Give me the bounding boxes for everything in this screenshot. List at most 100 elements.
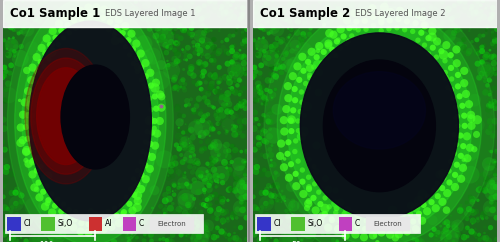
Point (489, 134, 497, 138)
Point (278, 71, 285, 75)
Point (260, 49, 268, 53)
Ellipse shape (14, 0, 166, 242)
Point (414, 6, 422, 10)
Point (19, 0, 27, 3)
Point (125, 7, 133, 11)
Point (224, 198, 232, 202)
Point (171, 21, 179, 25)
Point (178, 118, 186, 122)
Point (200, 191, 208, 195)
Point (186, 36, 194, 39)
Point (438, 236, 446, 240)
Point (468, 200, 476, 204)
Point (458, 9, 466, 13)
Point (198, 35, 206, 39)
Point (175, 126, 183, 130)
Point (389, 216, 397, 219)
Point (486, 91, 494, 95)
Point (110, 240, 118, 242)
Point (38, 176, 46, 180)
Point (272, 75, 280, 78)
Point (37, 165, 45, 168)
Point (289, 74, 297, 78)
Point (272, 87, 280, 91)
Point (275, 26, 283, 30)
Point (492, 103, 500, 106)
Point (479, 62, 487, 66)
Point (66, 14, 74, 18)
Point (488, 55, 496, 59)
Point (164, 215, 172, 219)
Point (294, 45, 302, 48)
Point (409, 220, 417, 224)
Point (450, 239, 458, 242)
Point (490, 159, 498, 163)
Point (212, 113, 220, 117)
Point (4, 221, 12, 225)
Point (9, 235, 17, 239)
Point (236, 100, 244, 104)
Point (168, 38, 176, 42)
Point (18, 194, 25, 197)
Point (228, 86, 236, 90)
Point (22, 13, 30, 17)
Point (254, 53, 262, 57)
Point (212, 97, 220, 101)
Point (286, 64, 294, 68)
Point (242, 72, 250, 76)
Point (49, 49, 57, 53)
Point (330, 33, 338, 37)
Point (442, 71, 450, 75)
Point (289, 215, 297, 219)
Point (399, 214, 407, 218)
Point (154, 26, 162, 30)
Point (158, 226, 166, 230)
Point (208, 29, 216, 33)
Point (454, 28, 462, 31)
Point (259, 127, 267, 131)
Point (477, 72, 485, 76)
Point (464, 235, 471, 239)
Point (426, 17, 434, 21)
Point (48, 192, 56, 196)
Point (432, 187, 440, 190)
Point (210, 168, 218, 172)
Point (460, 69, 468, 73)
Point (0, 206, 8, 210)
Point (190, 166, 198, 170)
Point (92, 5, 100, 9)
Point (328, 218, 336, 222)
Point (492, 39, 500, 43)
Point (62, 239, 70, 242)
Point (224, 81, 232, 85)
Point (12, 229, 20, 233)
Point (448, 77, 456, 81)
Point (162, 204, 170, 208)
Point (168, 209, 176, 213)
Point (84, 6, 92, 9)
Point (208, 156, 216, 160)
Bar (89, 217, 102, 231)
Point (30, 14, 38, 18)
Point (204, 232, 212, 236)
Point (261, 239, 269, 242)
Point (208, 82, 216, 86)
Point (5, 40, 13, 44)
Point (270, 14, 278, 18)
Point (11, 239, 19, 242)
Point (192, 119, 200, 123)
Point (160, 237, 168, 241)
Point (424, 9, 432, 13)
Point (480, 43, 488, 47)
Point (240, 204, 248, 208)
Point (196, 81, 204, 85)
Point (481, 79, 489, 83)
Text: Co1 Sample 1: Co1 Sample 1 (10, 7, 100, 20)
Point (45, 57, 53, 61)
Point (266, 88, 274, 92)
Point (142, 2, 150, 6)
Point (141, 220, 149, 224)
Point (0, 98, 8, 102)
Point (174, 9, 182, 13)
Point (158, 9, 166, 13)
